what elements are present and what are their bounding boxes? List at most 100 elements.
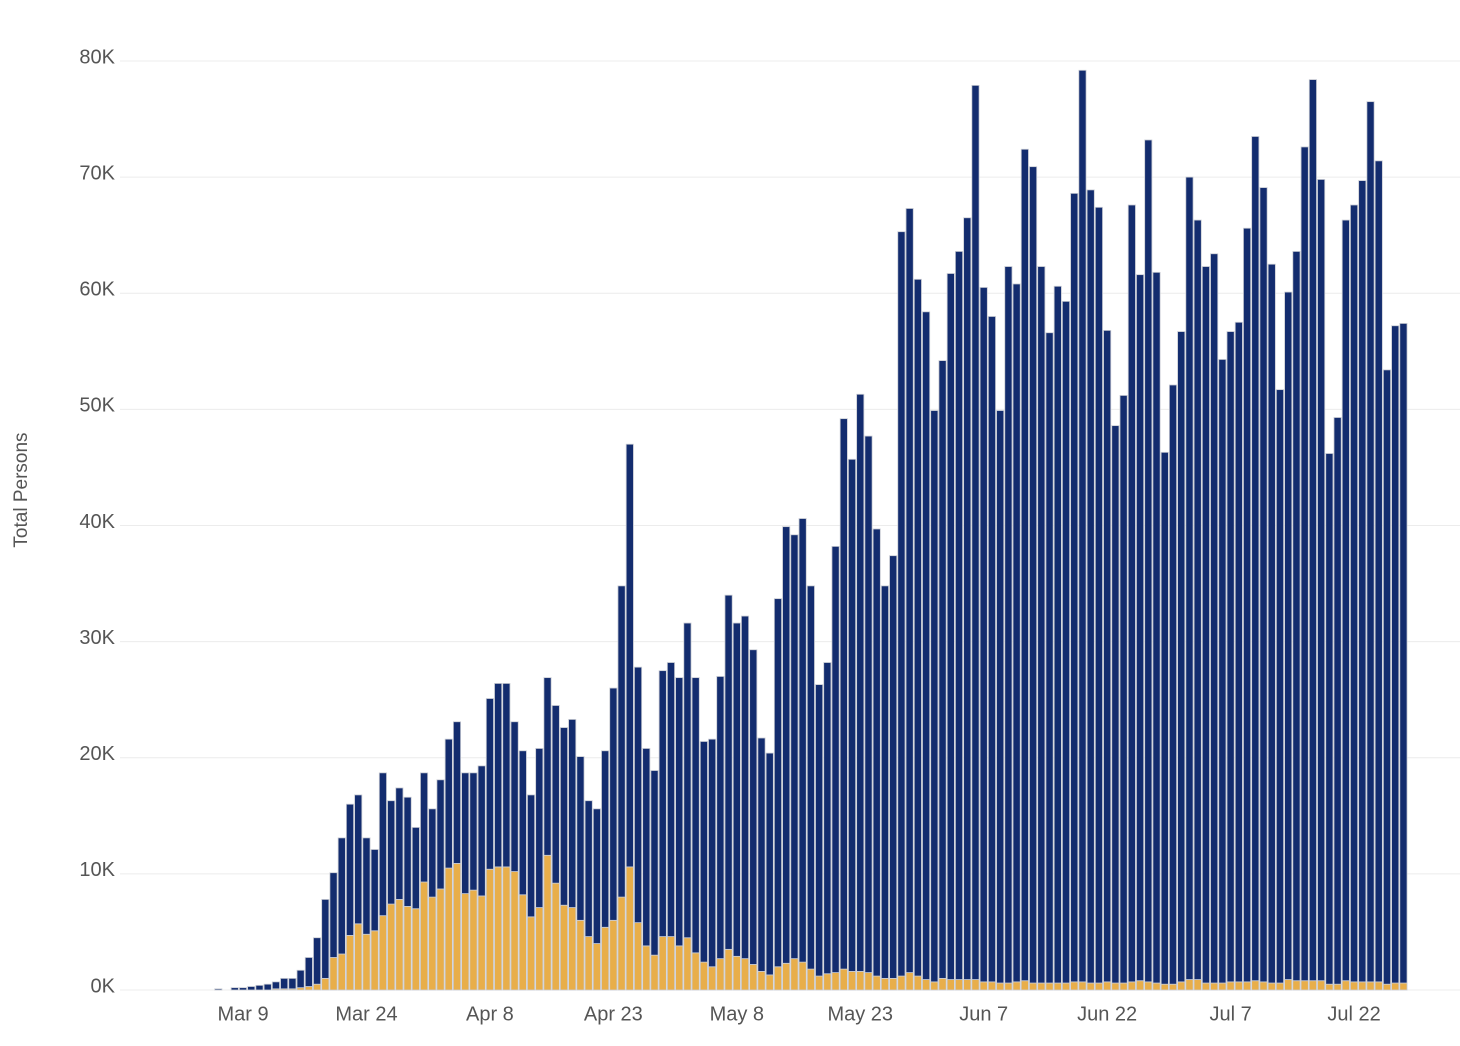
bar-segment: [1210, 253, 1219, 984]
bar-segment: [913, 278, 922, 977]
bar-segment: [1168, 384, 1178, 985]
bar-segment: [971, 84, 980, 980]
bar-segment: [568, 719, 577, 908]
bar-segment: [683, 622, 692, 939]
bar-segment: [502, 683, 511, 868]
bar-segment: [543, 854, 552, 991]
bar-segment: [666, 662, 675, 937]
bar-segment: [271, 981, 280, 990]
bar-segment: [634, 666, 643, 924]
bar-segment: [831, 546, 840, 973]
x-tick-label: Mar 24: [335, 1003, 397, 1025]
bar-segment: [1292, 980, 1301, 991]
bar-segment: [823, 662, 832, 975]
bar-segment: [864, 435, 873, 973]
bar-segment: [1366, 981, 1375, 991]
bar-segment: [1086, 982, 1095, 991]
bar-segment: [1226, 331, 1235, 983]
bar-segment: [1037, 982, 1046, 991]
bar-segment: [1267, 263, 1276, 984]
bar-segment: [1078, 69, 1087, 983]
bar-segment: [889, 555, 898, 979]
y-tick-label: 70K: [79, 162, 115, 184]
bar-segment: [304, 957, 313, 987]
bar-segment: [856, 393, 865, 972]
bar-segment: [1086, 189, 1095, 984]
bar-segment: [1127, 981, 1136, 991]
bar-segment: [872, 975, 881, 991]
bar-segment: [609, 919, 618, 991]
bar-segment: [1366, 101, 1375, 983]
bar-segment: [238, 987, 248, 991]
bar-segment: [749, 649, 758, 965]
bar-segment: [411, 908, 420, 991]
bar-segment: [650, 954, 659, 991]
bar-segment: [1251, 136, 1260, 982]
bar-segment: [609, 687, 618, 921]
bar-segment: [469, 772, 478, 891]
bar-segment: [1152, 982, 1161, 991]
bar-segment: [1201, 266, 1210, 984]
bar-segment: [765, 752, 774, 976]
bar-segment: [1012, 283, 1021, 983]
bar-segment: [1061, 982, 1071, 991]
bar-segment: [1160, 983, 1169, 991]
bar-segment: [1317, 179, 1326, 982]
bar-segment: [1012, 981, 1021, 991]
bar-segment: [1308, 79, 1317, 982]
bar-segment: [617, 896, 626, 991]
bar-segment: [1391, 325, 1400, 984]
bar-segment: [798, 518, 807, 963]
bar-segment: [1119, 982, 1128, 991]
bar-segment: [313, 983, 322, 991]
bar-segment: [1218, 982, 1227, 991]
bar-segment: [732, 955, 741, 991]
x-tick-label: Mar 9: [217, 1003, 268, 1025]
bar-segment: [724, 594, 733, 950]
bar-segment: [1333, 983, 1342, 991]
bar-segment: [773, 598, 782, 968]
bar-segment: [773, 966, 782, 991]
bar-segment: [897, 975, 906, 991]
bar-segment: [1111, 425, 1120, 984]
bar-segment: [518, 750, 527, 896]
bar-segment: [815, 975, 824, 991]
bar-segment: [518, 894, 527, 991]
bar-segment: [757, 971, 766, 991]
bar-segment: [1136, 980, 1145, 991]
bar-segment: [329, 957, 338, 991]
bar-segment: [1284, 291, 1293, 980]
bar-segment: [625, 443, 634, 868]
bar-segment: [601, 926, 610, 991]
x-tick-label: Jul 7: [1209, 1003, 1251, 1025]
bar-segment: [551, 705, 560, 884]
bar-segment: [724, 948, 733, 991]
bar-segment: [798, 961, 807, 991]
bar-segment: [378, 915, 387, 991]
bar-segment: [741, 958, 750, 991]
bar-segment: [1037, 266, 1046, 984]
bar-segment: [658, 936, 667, 991]
bar-segment: [263, 983, 272, 991]
bar-segment: [1193, 979, 1202, 991]
bar-segment: [576, 756, 585, 921]
bar-segment: [839, 968, 848, 991]
bar-segment: [1234, 321, 1243, 983]
bar-segment: [444, 867, 453, 991]
bar-segment: [699, 741, 708, 963]
bar-segment: [930, 981, 939, 991]
x-tick-label: Jun 22: [1077, 1003, 1137, 1025]
bar-segment: [922, 979, 931, 991]
bar-segment: [1103, 330, 1112, 983]
bar-segment: [428, 808, 437, 898]
bar-segment: [790, 958, 799, 991]
bar-segment: [1094, 206, 1103, 984]
bar-segment: [1053, 285, 1062, 984]
bar-segment: [699, 961, 708, 991]
bar-segment: [1045, 332, 1054, 984]
bar-segment: [642, 945, 651, 991]
bar-segment: [1259, 187, 1268, 983]
bar-segment: [510, 871, 519, 991]
